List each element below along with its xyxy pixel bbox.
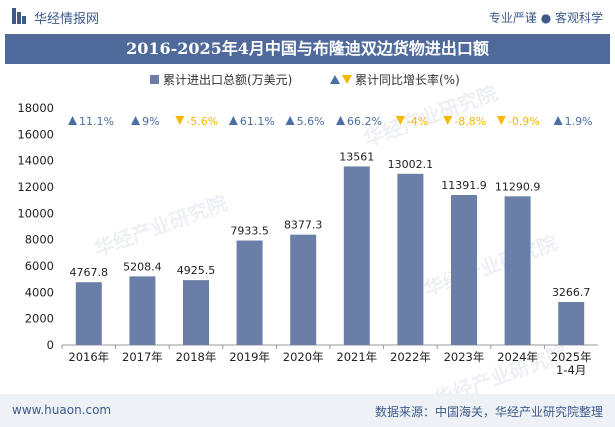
bar [290, 234, 317, 345]
legend: 累计进出口总额(万美元) 累计同比增长率(%) [150, 72, 460, 87]
bar [75, 282, 102, 345]
up-triangle-icon [228, 116, 238, 125]
bar [183, 280, 209, 345]
data-source: 数据来源：中国海关，华经产业研究院整理 [374, 405, 603, 419]
brand-name: 华经情报网 [34, 12, 100, 27]
x-tick-label: 2023年 [444, 350, 485, 364]
chart-title: 2016-2025年4月中国与布隆迪双边货物进出口额 [126, 39, 489, 58]
bar-value-label: 8377.3 [284, 219, 323, 232]
up-triangle-icon [68, 116, 78, 125]
bar [129, 276, 156, 345]
y-tick-label: 8000 [25, 233, 54, 247]
x-tick-label: 2018年 [176, 350, 217, 364]
legend-growth-label: 累计同比增长率(%) [355, 72, 460, 87]
growth-rate-label: 1.9% [565, 115, 593, 128]
legend-up-triangle-icon [330, 75, 340, 84]
bar [504, 196, 531, 345]
bars: 4767.8 5208.4 4925.5 7933.5 8377.3 13561 13002… [70, 150, 591, 345]
y-tick-label: 4000 [25, 285, 54, 299]
growth-rate-label: -4% [407, 115, 428, 128]
bar [451, 195, 477, 345]
growth-rate-label: 66.2% [347, 115, 382, 128]
bar-value-label: 7933.5 [230, 225, 269, 238]
x-tick-label: 2024年 [497, 350, 538, 364]
bar [397, 173, 424, 345]
x-tick-label: 2020年 [283, 350, 324, 364]
title-bar: 2016-2025年4月中国与布隆迪双边货物进出口额 [5, 34, 610, 64]
header: 华经情报网 专业严谨 ● 客观科学 [0, 0, 615, 34]
down-triangle-icon [443, 116, 453, 125]
bar [236, 240, 263, 345]
y-tick-label: 16000 [17, 127, 54, 141]
y-tick-label: 18000 [17, 101, 54, 115]
growth-rate-label: -5.6% [186, 115, 218, 128]
up-triangle-icon [285, 116, 295, 125]
y-tick-label: 0 [47, 338, 54, 352]
brand-logo-icon [12, 8, 26, 24]
y-tick-label: 2000 [25, 312, 54, 326]
up-triangle-icon [131, 116, 141, 125]
bar [343, 166, 370, 345]
bar [558, 301, 585, 345]
growth-rate-label: 5.6% [297, 115, 325, 128]
bar-value-label: 13002.1 [388, 158, 434, 171]
y-tick-label: 12000 [17, 180, 54, 194]
x-tick-label: 2022年 [390, 350, 431, 364]
growth-rate-label: 11.1% [79, 115, 114, 128]
bar-value-label: 11290.9 [495, 180, 541, 193]
y-tick-label: 6000 [25, 259, 54, 273]
growth-rate-label: 61.1% [240, 115, 275, 128]
site-url: www.huaon.com [12, 403, 112, 417]
bar-value-label: 4925.5 [177, 264, 216, 277]
slogan: 专业严谨 ● 客观科学 [488, 11, 603, 25]
legend-bar-swatch [150, 75, 159, 84]
y-tick-label: 14000 [17, 154, 54, 168]
bar-chart: 累计进出口总额(万美元) 累计同比增长率(%) 0 2000 4000 6000 800… [17, 72, 598, 377]
x-tick-label: 2016年 [68, 350, 109, 364]
bar-value-label: 13561 [339, 150, 374, 163]
legend-bar-label: 累计进出口总额(万美元) [163, 73, 292, 87]
x-tick-label: 2021年 [336, 350, 377, 364]
bar-value-label: 5208.4 [123, 260, 162, 273]
growth-rate-label: 9% [142, 115, 159, 128]
y-tick-label: 10000 [17, 206, 54, 220]
x-tick-label: 2019年 [229, 350, 270, 364]
bar-value-label: 11391.9 [441, 179, 487, 192]
growth-rate-label: -0.9% [508, 115, 540, 128]
down-triangle-icon [496, 116, 506, 125]
chart-area: 累计进出口总额(万美元) 累计同比增长率(%) 0 2000 4000 6000 800… [0, 64, 615, 394]
x-tick-label: 2017年 [122, 350, 163, 364]
down-triangle-icon [395, 116, 405, 125]
bar-value-label: 4767.8 [70, 266, 109, 279]
legend-down-triangle-icon [342, 75, 352, 84]
footer: www.huaon.com 数据来源：中国海关，华经产业研究院整理 [0, 394, 615, 427]
axes: 0 2000 4000 6000 8000 10000 12000 14000 16000 180… [17, 101, 598, 377]
x-tick-label: 2025年 [551, 350, 592, 364]
growth-row: 11.1% 9% -5.6% 61.1% 5.6% 66.2% -4% -8.8% -0.9% 1… [68, 115, 593, 128]
up-triangle-icon [553, 116, 563, 125]
up-triangle-icon [336, 116, 346, 125]
down-triangle-icon [175, 116, 185, 125]
bar-value-label: 3266.7 [552, 286, 591, 299]
growth-rate-label: -8.8% [454, 115, 486, 128]
x-tick-label: 1-4月 [556, 363, 586, 377]
